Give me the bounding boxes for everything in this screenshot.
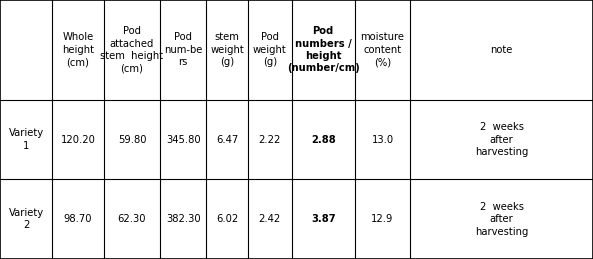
Text: moisture
content
(%): moisture content (%) bbox=[361, 32, 404, 67]
Text: Variety
2: Variety 2 bbox=[8, 208, 44, 230]
Text: 120.20: 120.20 bbox=[60, 134, 95, 145]
Text: 59.80: 59.80 bbox=[117, 134, 146, 145]
Text: 12.9: 12.9 bbox=[371, 214, 394, 224]
Text: Pod
numbers /
height
(number/cm): Pod numbers / height (number/cm) bbox=[287, 26, 359, 74]
Text: 6.47: 6.47 bbox=[216, 134, 238, 145]
Text: 2.22: 2.22 bbox=[259, 134, 281, 145]
Text: stem
weight
(g): stem weight (g) bbox=[211, 32, 244, 67]
Text: 382.30: 382.30 bbox=[166, 214, 200, 224]
Text: Whole
height
(cm): Whole height (cm) bbox=[62, 32, 94, 67]
Text: note: note bbox=[490, 45, 513, 55]
Text: Pod
weight
(g): Pod weight (g) bbox=[253, 32, 286, 67]
Text: 6.02: 6.02 bbox=[216, 214, 238, 224]
Text: 98.70: 98.70 bbox=[63, 214, 93, 224]
Text: Variety
1: Variety 1 bbox=[8, 128, 44, 151]
Text: 2  weeks
after
harvesting: 2 weeks after harvesting bbox=[475, 122, 528, 157]
Text: Pod
attached
stem  height
(cm): Pod attached stem height (cm) bbox=[100, 26, 164, 74]
Text: 2  weeks
after
harvesting: 2 weeks after harvesting bbox=[475, 202, 528, 236]
Text: 2.88: 2.88 bbox=[311, 134, 336, 145]
Text: 345.80: 345.80 bbox=[166, 134, 200, 145]
Text: 13.0: 13.0 bbox=[371, 134, 394, 145]
Text: 62.30: 62.30 bbox=[117, 214, 146, 224]
Text: 2.42: 2.42 bbox=[259, 214, 281, 224]
Text: Pod
num-be
rs: Pod num-be rs bbox=[164, 32, 202, 67]
Text: 3.87: 3.87 bbox=[311, 214, 336, 224]
